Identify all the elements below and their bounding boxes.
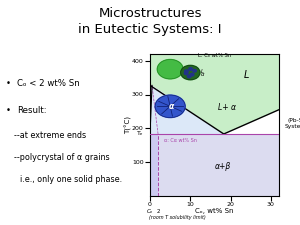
- Polygon shape: [150, 85, 224, 134]
- Polygon shape: [150, 54, 279, 134]
- Polygon shape: [150, 85, 152, 134]
- Text: α: Cα wt% Sn: α: Cα wt% Sn: [164, 138, 197, 143]
- Text: α: α: [167, 103, 173, 112]
- Text: α: α: [169, 102, 174, 111]
- Text: L: L: [201, 69, 204, 74]
- Text: (Pb-Sn
System): (Pb-Sn System): [285, 118, 300, 129]
- Text: α: α: [201, 72, 205, 77]
- Polygon shape: [150, 134, 158, 196]
- Text: Cₒ < 2 wt% Sn: Cₒ < 2 wt% Sn: [17, 79, 80, 88]
- Y-axis label: T(°C): T(°C): [125, 116, 132, 134]
- Text: --at extreme ends: --at extreme ends: [14, 131, 86, 140]
- Text: i.e., only one solid phase.: i.e., only one solid phase.: [20, 175, 122, 184]
- Text: •: •: [6, 106, 11, 115]
- Text: Cₒ: Cₒ: [147, 209, 153, 214]
- Text: Result:: Result:: [17, 106, 47, 115]
- Text: --polycrystal of α grains: --polycrystal of α grains: [14, 153, 110, 162]
- Text: 2: 2: [156, 209, 160, 214]
- Text: L: Cₒ wt% Sn: L: Cₒ wt% Sn: [198, 53, 231, 58]
- Polygon shape: [150, 134, 279, 196]
- Text: L: L: [244, 70, 249, 80]
- Text: α+β: α+β: [214, 162, 231, 171]
- Text: Microstructures
in Eutectic Systems: I: Microstructures in Eutectic Systems: I: [78, 7, 222, 36]
- Text: •: •: [6, 79, 11, 88]
- X-axis label: Cₒ, wt% Sn: Cₒ, wt% Sn: [195, 208, 234, 214]
- Text: (room T solubility limit): (room T solubility limit): [148, 215, 206, 220]
- Text: Tₑ: Tₑ: [137, 131, 144, 137]
- Text: L+ α: L+ α: [218, 103, 236, 112]
